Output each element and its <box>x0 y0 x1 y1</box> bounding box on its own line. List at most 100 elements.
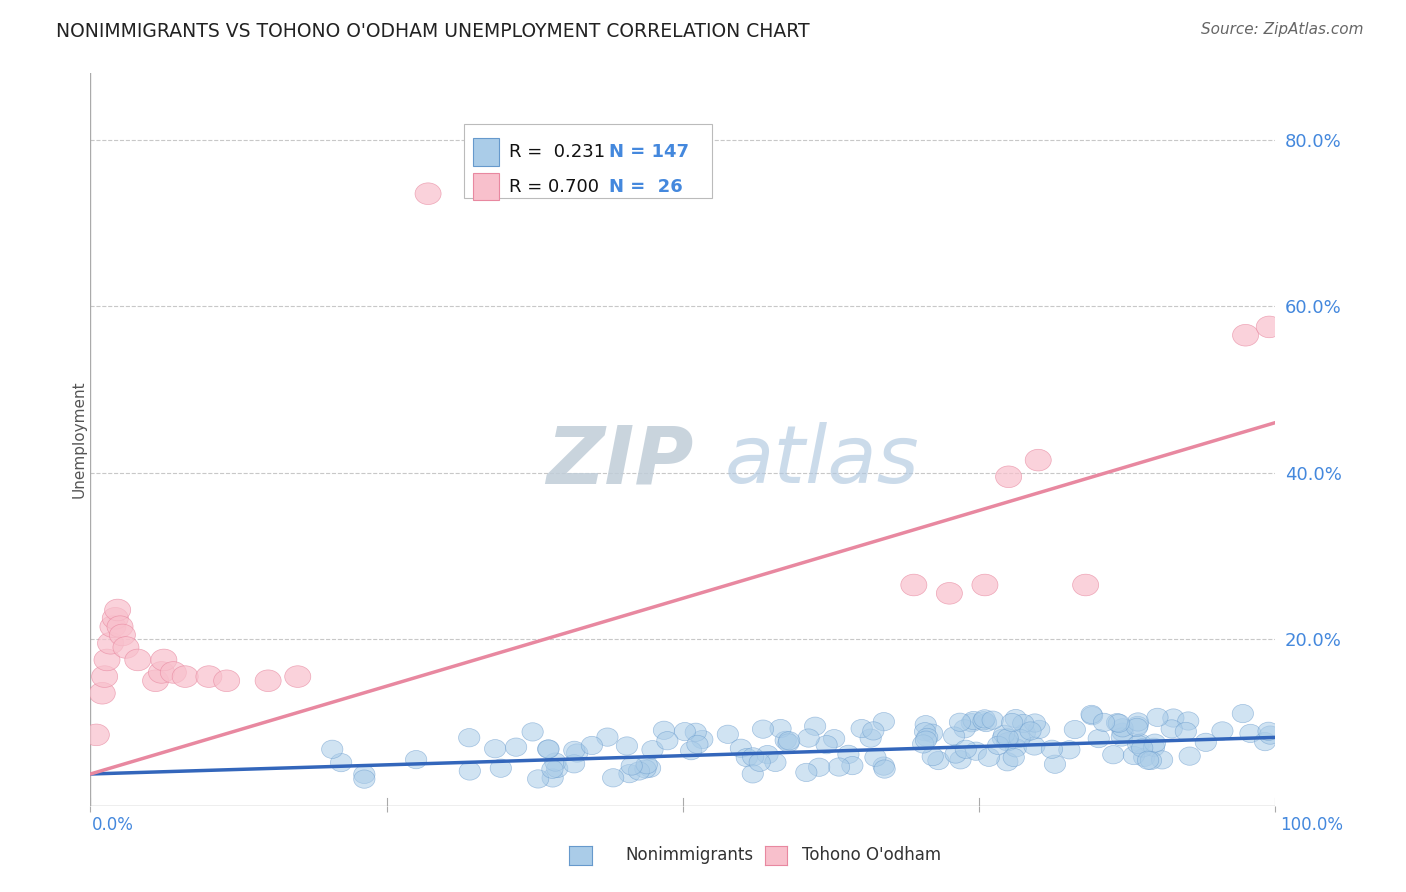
Ellipse shape <box>1128 735 1149 754</box>
Ellipse shape <box>284 665 311 688</box>
Ellipse shape <box>779 731 800 750</box>
Ellipse shape <box>1024 714 1046 732</box>
Ellipse shape <box>1111 728 1132 747</box>
Ellipse shape <box>1005 709 1026 728</box>
Ellipse shape <box>97 632 124 654</box>
Ellipse shape <box>799 729 820 747</box>
Ellipse shape <box>765 753 786 772</box>
Ellipse shape <box>1175 723 1197 740</box>
Ellipse shape <box>1128 716 1149 735</box>
Ellipse shape <box>778 734 799 752</box>
Ellipse shape <box>1107 714 1128 731</box>
Ellipse shape <box>842 756 863 775</box>
Ellipse shape <box>987 736 1010 755</box>
Ellipse shape <box>963 712 984 730</box>
Ellipse shape <box>915 731 936 749</box>
Text: NONIMMIGRANTS VS TOHONO O'ODHAM UNEMPLOYMENT CORRELATION CHART: NONIMMIGRANTS VS TOHONO O'ODHAM UNEMPLOY… <box>56 22 810 41</box>
Ellipse shape <box>997 753 1018 771</box>
Ellipse shape <box>616 737 637 756</box>
Ellipse shape <box>104 599 131 621</box>
Ellipse shape <box>654 721 675 739</box>
Ellipse shape <box>603 769 624 787</box>
Ellipse shape <box>1002 748 1025 766</box>
Ellipse shape <box>485 739 506 758</box>
Ellipse shape <box>1088 730 1109 747</box>
Ellipse shape <box>681 741 702 760</box>
FancyBboxPatch shape <box>464 124 713 197</box>
Ellipse shape <box>460 762 481 780</box>
Ellipse shape <box>83 724 110 746</box>
Ellipse shape <box>1258 723 1279 740</box>
Text: R =  0.231: R = 0.231 <box>509 143 605 161</box>
Ellipse shape <box>824 730 845 747</box>
Ellipse shape <box>1123 747 1144 764</box>
Text: ZIP: ZIP <box>547 422 695 500</box>
Ellipse shape <box>936 582 963 604</box>
Ellipse shape <box>150 649 177 671</box>
Text: Source: ZipAtlas.com: Source: ZipAtlas.com <box>1201 22 1364 37</box>
Ellipse shape <box>541 760 562 779</box>
Ellipse shape <box>142 670 169 691</box>
Ellipse shape <box>912 735 934 753</box>
Ellipse shape <box>505 738 527 756</box>
Ellipse shape <box>976 714 997 731</box>
Ellipse shape <box>1260 726 1281 744</box>
Ellipse shape <box>979 748 1000 766</box>
Ellipse shape <box>838 745 859 764</box>
Ellipse shape <box>995 466 1022 488</box>
Ellipse shape <box>354 765 375 783</box>
Ellipse shape <box>928 751 949 770</box>
Ellipse shape <box>804 717 825 735</box>
Ellipse shape <box>796 764 817 781</box>
Ellipse shape <box>160 662 187 683</box>
Ellipse shape <box>966 742 987 760</box>
Text: 0.0%: 0.0% <box>91 816 134 834</box>
Ellipse shape <box>94 649 120 671</box>
Ellipse shape <box>254 670 281 691</box>
Ellipse shape <box>808 758 830 776</box>
Text: N = 147: N = 147 <box>609 143 689 161</box>
Ellipse shape <box>112 637 139 658</box>
Ellipse shape <box>865 748 886 766</box>
Ellipse shape <box>172 665 198 688</box>
Ellipse shape <box>1029 720 1050 739</box>
Ellipse shape <box>1010 729 1031 747</box>
Ellipse shape <box>1161 720 1182 738</box>
Ellipse shape <box>1163 709 1184 727</box>
Ellipse shape <box>922 747 943 765</box>
Ellipse shape <box>1143 738 1164 756</box>
Text: R = 0.700: R = 0.700 <box>509 178 599 195</box>
Ellipse shape <box>634 760 657 778</box>
Ellipse shape <box>685 723 706 741</box>
Ellipse shape <box>1129 734 1152 752</box>
Ellipse shape <box>621 756 643 775</box>
Ellipse shape <box>686 735 709 754</box>
Ellipse shape <box>863 722 884 740</box>
Ellipse shape <box>1042 740 1063 758</box>
Ellipse shape <box>1147 708 1168 726</box>
Ellipse shape <box>619 764 640 783</box>
Ellipse shape <box>541 769 564 787</box>
Ellipse shape <box>1073 574 1098 596</box>
Ellipse shape <box>1254 732 1275 751</box>
Ellipse shape <box>640 759 661 777</box>
Ellipse shape <box>945 745 966 764</box>
Ellipse shape <box>491 759 512 777</box>
Ellipse shape <box>873 713 894 731</box>
Ellipse shape <box>943 727 965 745</box>
Ellipse shape <box>1180 747 1201 765</box>
Ellipse shape <box>901 574 927 596</box>
Ellipse shape <box>950 751 972 769</box>
Ellipse shape <box>103 607 128 629</box>
FancyBboxPatch shape <box>472 173 499 201</box>
Ellipse shape <box>955 720 976 738</box>
Ellipse shape <box>1094 714 1115 731</box>
Ellipse shape <box>875 760 896 778</box>
Ellipse shape <box>815 736 837 754</box>
Ellipse shape <box>567 744 588 762</box>
Ellipse shape <box>973 712 994 730</box>
Ellipse shape <box>974 710 995 728</box>
Ellipse shape <box>742 747 763 766</box>
Ellipse shape <box>91 665 118 688</box>
Ellipse shape <box>107 615 134 638</box>
